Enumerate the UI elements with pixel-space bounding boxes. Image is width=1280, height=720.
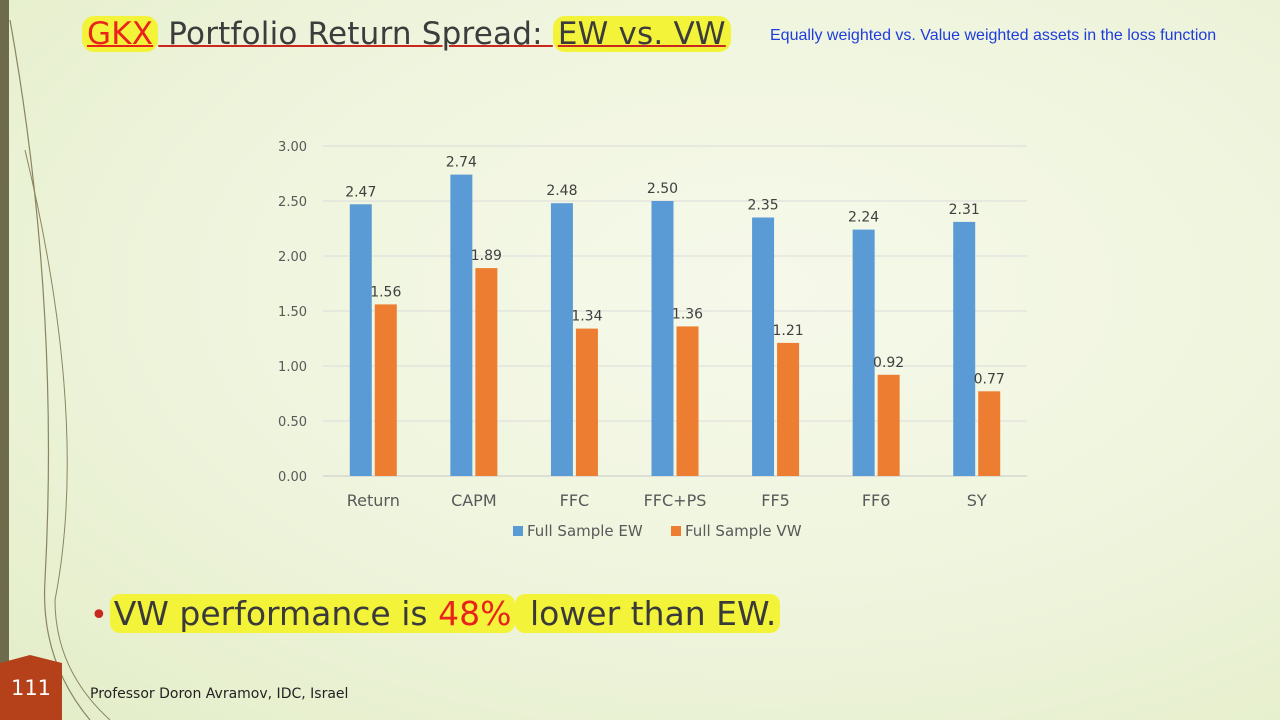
x-tick-label: SY (967, 491, 987, 510)
data-label: 1.89 (471, 248, 502, 264)
left-accent-bar (0, 0, 9, 720)
bullet-percent: 48% (438, 594, 512, 633)
bar-ew (450, 174, 473, 476)
data-label: 1.56 (370, 284, 401, 300)
y-tick-label: 2.00 (278, 250, 307, 265)
bar-vw (877, 374, 900, 476)
bar-ew (550, 203, 573, 476)
legend-label-vw: Full Sample VW (685, 522, 802, 540)
x-tick-label: FFC+PS (644, 491, 707, 510)
x-tick-label: FFC (560, 491, 590, 510)
bar-vw (575, 328, 598, 476)
bullet-text-pre: VW performance is (113, 594, 439, 633)
bar-ew (752, 217, 775, 476)
y-tick-label: 3.00 (278, 140, 307, 155)
x-tick-label: Return (347, 491, 400, 510)
bar-ew (349, 204, 372, 477)
data-label: 1.21 (772, 323, 803, 339)
slide-title: GKX Portfolio Return Spread: EW vs. VW (82, 16, 731, 52)
data-label: 2.50 (647, 181, 678, 197)
data-label: 2.24 (848, 210, 879, 226)
bar-chart: 0.00 0.50 1.00 1.50 2.00 2.50 3.00 2.47 1.56 Retu… (278, 140, 1027, 540)
bar-ew (852, 229, 875, 476)
y-tick-label: 1.00 (278, 360, 307, 375)
x-tick-label: FF5 (761, 491, 790, 510)
legend-label-ew: Full Sample EW (527, 522, 643, 540)
legend-swatch-ew (513, 526, 523, 536)
x-tick-label: CAPM (451, 491, 497, 510)
y-tick-label: 1.50 (278, 305, 307, 320)
bar-vw (676, 326, 699, 476)
page-number-tab (0, 655, 62, 720)
bar-ew (953, 221, 976, 476)
title-main: Portfolio Return Spread: (158, 16, 553, 52)
title-gkx: GKX (87, 16, 154, 52)
subtitle-note: Equally weighted vs. Value weighted asse… (770, 27, 1217, 44)
bullet-point: • VW performance is 48% lower than EW. (90, 594, 781, 633)
x-tick-label: FF6 (862, 491, 891, 510)
data-label: 1.36 (672, 306, 703, 322)
data-label: 2.48 (546, 183, 577, 199)
data-label: 0.92 (873, 355, 904, 371)
data-label: 1.34 (571, 309, 602, 325)
y-tick-label: 0.00 (278, 470, 307, 485)
y-tick-label: 2.50 (278, 195, 307, 210)
data-label: 2.74 (446, 155, 477, 171)
bar-vw (374, 304, 397, 476)
bullet-text-post: lower than EW. (519, 594, 777, 633)
page-number: 111 (10, 676, 52, 700)
bullet-dot-icon: • (90, 598, 108, 633)
data-label: 2.47 (345, 184, 376, 200)
y-tick-label: 0.50 (278, 415, 307, 430)
footer-text: Professor Doron Avramov, IDC, Israel (90, 686, 349, 702)
bar-vw (475, 268, 498, 476)
data-label: 2.31 (949, 202, 980, 218)
bar-vw (777, 342, 800, 476)
bar-vw (978, 391, 1001, 476)
data-label: 0.77 (974, 371, 1005, 387)
bar-ew (651, 201, 674, 476)
title-ew-vw: EW vs. VW (557, 16, 726, 52)
data-label: 2.35 (747, 198, 778, 214)
legend-swatch-vw (671, 526, 681, 536)
